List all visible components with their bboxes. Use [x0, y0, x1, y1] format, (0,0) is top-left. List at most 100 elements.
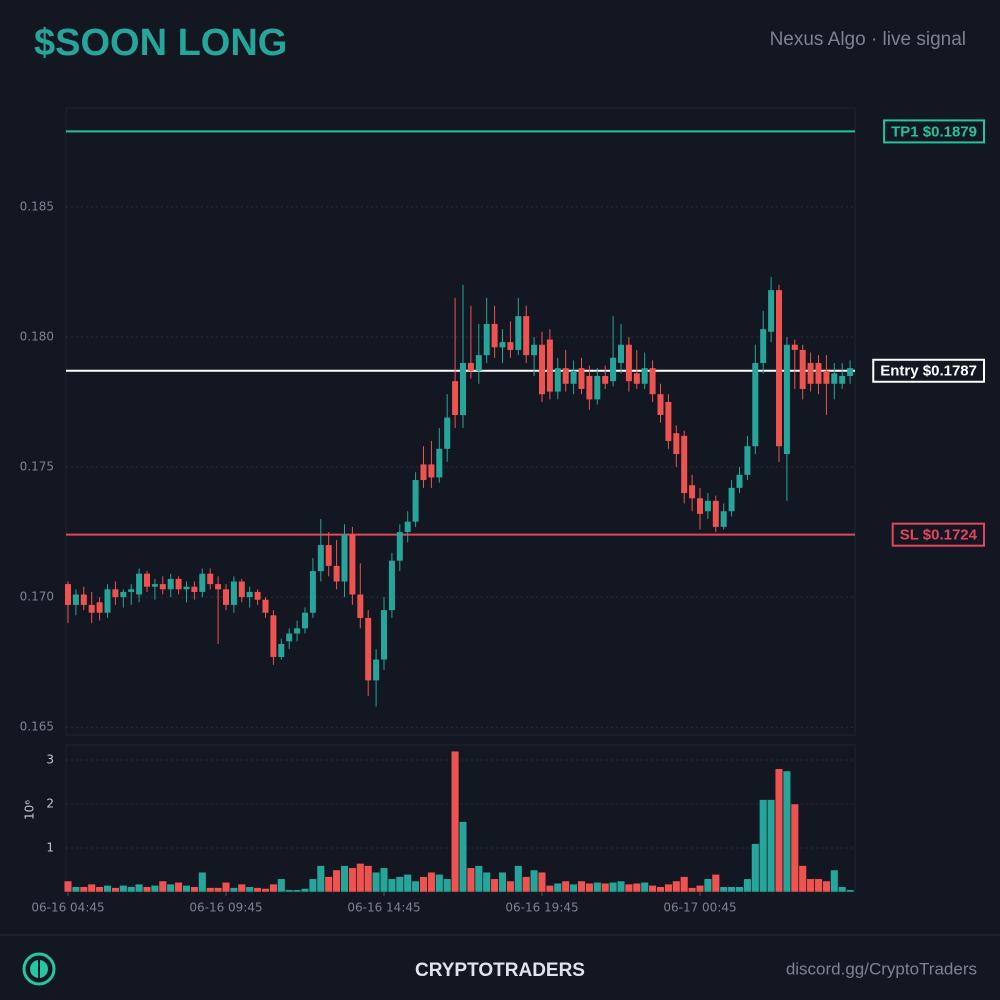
volume-bar	[759, 799, 768, 893]
candle-body	[167, 578, 174, 590]
candle-body	[428, 464, 435, 478]
volume-bar	[182, 885, 191, 893]
volume-bar	[158, 880, 167, 893]
candle-body	[286, 633, 293, 642]
candle-body	[238, 581, 245, 598]
candle-body	[625, 344, 632, 382]
candle-body	[760, 329, 767, 363]
candle-body	[507, 342, 514, 350]
candle-body	[136, 573, 143, 595]
volume-bar	[814, 878, 823, 893]
volume-bar	[332, 869, 341, 893]
volume-bar	[577, 880, 586, 893]
volume-bar	[63, 880, 73, 893]
x-tick-label: 06-16 09:45	[189, 901, 262, 915]
candle-body	[373, 659, 380, 681]
x-tick-label: 06-16 14:45	[347, 901, 420, 915]
volume-bar	[695, 885, 705, 893]
volume-bar	[616, 880, 626, 893]
candle-body	[570, 370, 577, 384]
candle-body	[262, 599, 269, 613]
candle-body	[799, 349, 806, 389]
subtitle: Nexus Algo · live signal	[770, 29, 966, 50]
candle-body	[128, 589, 135, 592]
volume-bar	[293, 889, 302, 893]
volume-tick-label: 1	[46, 840, 54, 854]
volume-bar	[561, 880, 570, 893]
volume-bar	[269, 883, 278, 893]
candle-body	[768, 290, 775, 332]
candle-body	[199, 573, 206, 592]
candle-body	[689, 485, 696, 499]
candle-body	[309, 571, 316, 613]
candle-body	[357, 594, 364, 618]
candle-body	[65, 584, 71, 605]
volume-bar	[71, 886, 80, 893]
candle-body	[96, 602, 103, 613]
volume-bar	[206, 887, 215, 893]
volume-bar	[719, 886, 728, 893]
volume-bar	[127, 886, 136, 893]
candle-body	[467, 362, 474, 371]
volume-bar	[103, 885, 112, 893]
candle-body	[452, 381, 459, 415]
volume-bar	[806, 878, 815, 893]
volume-bar	[285, 889, 294, 893]
volume-bar	[142, 886, 152, 893]
candle-body	[302, 612, 308, 629]
volume-bar	[411, 880, 420, 893]
x-tick-label: 06-17 00:45	[663, 901, 736, 915]
level-label: TP1 $0.1879	[891, 123, 977, 140]
volume-bar	[711, 874, 720, 893]
volume-bar	[198, 871, 207, 893]
candle-body	[270, 615, 277, 657]
candle-body	[175, 578, 182, 590]
candle-body	[294, 628, 301, 634]
footer-link: discord.gg/CryptoTraders	[786, 959, 977, 978]
volume-bar	[585, 882, 594, 893]
level-label-box	[872, 358, 985, 383]
volume-bar	[640, 882, 649, 893]
candle-body	[736, 474, 743, 488]
candle-body	[246, 591, 253, 598]
volume-bar	[395, 876, 404, 893]
volume-bar	[790, 803, 799, 893]
volume-bar	[237, 883, 246, 893]
volume-bar	[150, 885, 159, 893]
volume-bar	[387, 878, 396, 893]
candle-body	[602, 375, 609, 384]
candle-body	[341, 534, 348, 582]
candle-body	[144, 573, 150, 587]
volume-bar	[348, 867, 357, 893]
volume-bar	[743, 878, 752, 893]
volume-bar	[435, 874, 444, 893]
volume-bar	[774, 768, 784, 893]
candle-body	[554, 368, 561, 392]
price-panel	[65, 107, 856, 736]
volume-bar	[601, 882, 610, 893]
y-tick-label: 0.185	[20, 199, 54, 213]
volume-bar	[451, 750, 460, 893]
candle-body	[673, 433, 680, 455]
candle-body	[325, 545, 332, 566]
candle-body	[491, 323, 498, 348]
candle-body	[254, 591, 261, 600]
volume-tick-label: 2	[46, 796, 54, 810]
volume-bar	[95, 886, 104, 893]
candle-body	[783, 344, 790, 455]
logo-ring	[22, 952, 56, 986]
volume-bar	[364, 865, 373, 893]
candle-body	[365, 617, 372, 681]
candle-body	[681, 435, 688, 494]
volume-bar	[672, 880, 681, 893]
candle-body	[460, 362, 466, 415]
volume-bar	[245, 886, 254, 893]
volume-bar	[79, 886, 88, 893]
volume-bar	[174, 882, 183, 893]
candle-body	[230, 581, 237, 605]
candle-body	[531, 344, 538, 356]
volume-bar	[680, 876, 689, 893]
volume-bar	[648, 885, 657, 893]
candle-body	[720, 511, 727, 527]
volume-bar	[482, 871, 491, 893]
